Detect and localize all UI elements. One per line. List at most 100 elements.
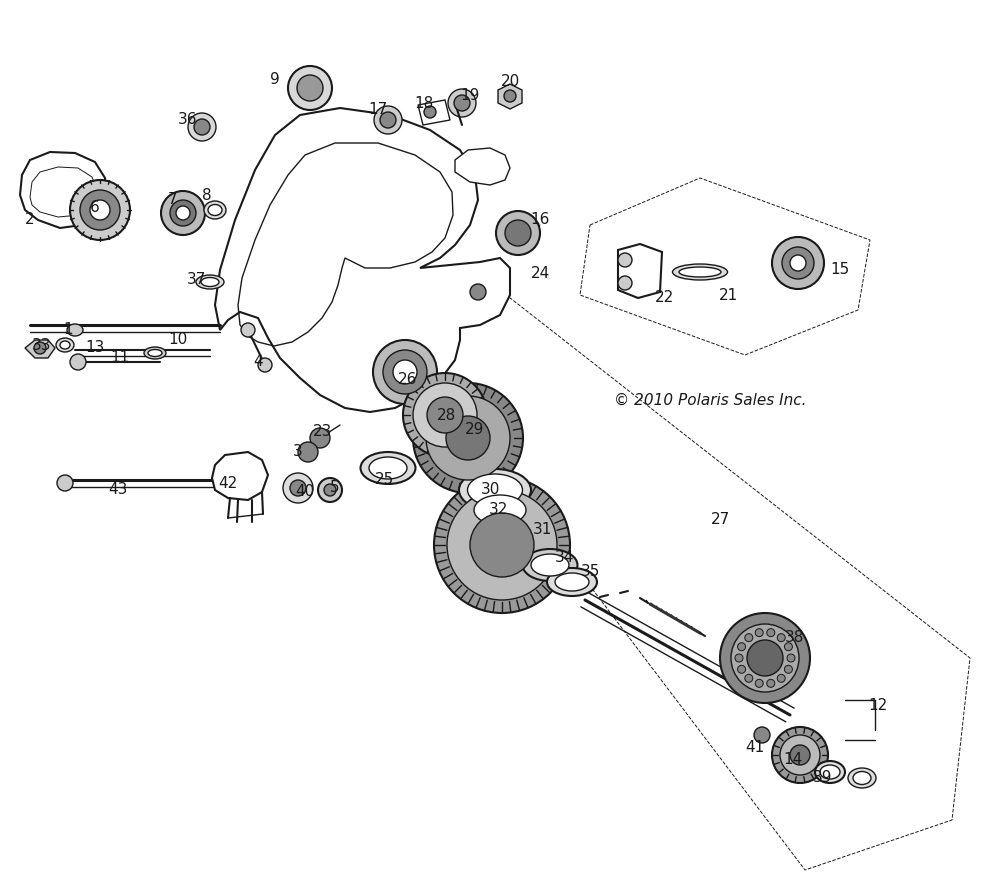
Text: 43: 43 bbox=[108, 483, 128, 498]
Circle shape bbox=[70, 180, 130, 240]
Circle shape bbox=[70, 354, 86, 370]
Text: 13: 13 bbox=[85, 340, 105, 355]
Ellipse shape bbox=[853, 772, 871, 784]
Circle shape bbox=[318, 478, 342, 502]
Circle shape bbox=[782, 247, 814, 279]
Circle shape bbox=[373, 340, 437, 404]
Text: 7: 7 bbox=[168, 193, 178, 208]
Text: 17: 17 bbox=[368, 103, 388, 118]
Polygon shape bbox=[215, 108, 510, 412]
Text: 37: 37 bbox=[186, 272, 206, 287]
Text: 31: 31 bbox=[533, 522, 553, 537]
Circle shape bbox=[772, 727, 828, 783]
Ellipse shape bbox=[204, 201, 226, 219]
Circle shape bbox=[298, 442, 318, 462]
Circle shape bbox=[784, 643, 792, 651]
Text: 22: 22 bbox=[655, 291, 675, 306]
Polygon shape bbox=[498, 84, 522, 109]
Circle shape bbox=[80, 190, 120, 230]
Circle shape bbox=[790, 745, 810, 765]
Circle shape bbox=[618, 253, 632, 267]
Circle shape bbox=[745, 674, 753, 682]
Circle shape bbox=[413, 383, 477, 447]
Text: 4: 4 bbox=[253, 354, 263, 370]
Polygon shape bbox=[212, 452, 268, 500]
Circle shape bbox=[434, 477, 570, 613]
Circle shape bbox=[310, 428, 330, 448]
Circle shape bbox=[393, 360, 417, 384]
Ellipse shape bbox=[148, 349, 162, 356]
Text: 20: 20 bbox=[500, 74, 520, 89]
Circle shape bbox=[241, 323, 255, 337]
Ellipse shape bbox=[466, 490, 534, 530]
Text: 28: 28 bbox=[437, 408, 457, 423]
Circle shape bbox=[496, 211, 540, 255]
Text: 12: 12 bbox=[868, 697, 888, 713]
Circle shape bbox=[288, 66, 332, 110]
Circle shape bbox=[194, 119, 210, 135]
Circle shape bbox=[735, 654, 743, 662]
Circle shape bbox=[747, 640, 783, 676]
Circle shape bbox=[618, 276, 632, 290]
Circle shape bbox=[427, 397, 463, 433]
Circle shape bbox=[258, 358, 272, 372]
Ellipse shape bbox=[60, 341, 70, 349]
Text: 42: 42 bbox=[218, 476, 238, 492]
Text: 32: 32 bbox=[488, 502, 508, 517]
Ellipse shape bbox=[67, 324, 83, 336]
Ellipse shape bbox=[201, 278, 219, 286]
Ellipse shape bbox=[144, 347, 166, 359]
Ellipse shape bbox=[522, 549, 578, 581]
Circle shape bbox=[297, 75, 323, 101]
Circle shape bbox=[504, 90, 516, 102]
Ellipse shape bbox=[196, 275, 224, 289]
Polygon shape bbox=[618, 244, 662, 298]
Circle shape bbox=[424, 106, 436, 118]
Text: 34: 34 bbox=[555, 551, 575, 566]
Circle shape bbox=[787, 654, 795, 662]
Ellipse shape bbox=[848, 768, 876, 788]
Text: 2: 2 bbox=[25, 212, 35, 227]
Text: 10: 10 bbox=[168, 332, 188, 347]
Text: 3: 3 bbox=[293, 445, 303, 460]
Text: 18: 18 bbox=[414, 95, 434, 110]
Circle shape bbox=[90, 200, 110, 220]
Ellipse shape bbox=[369, 457, 407, 479]
Circle shape bbox=[745, 634, 753, 642]
Text: 15: 15 bbox=[830, 263, 850, 278]
Ellipse shape bbox=[56, 338, 74, 352]
Text: 25: 25 bbox=[375, 473, 395, 487]
Circle shape bbox=[755, 679, 763, 688]
Circle shape bbox=[383, 350, 427, 394]
Circle shape bbox=[470, 513, 534, 577]
Text: 23: 23 bbox=[313, 424, 333, 439]
Circle shape bbox=[426, 396, 510, 480]
Text: 5: 5 bbox=[330, 481, 340, 496]
Circle shape bbox=[413, 383, 523, 493]
Text: 11: 11 bbox=[110, 350, 130, 365]
Circle shape bbox=[767, 679, 775, 688]
Text: 30: 30 bbox=[480, 483, 500, 498]
Ellipse shape bbox=[360, 452, 416, 484]
Text: 9: 9 bbox=[270, 72, 280, 88]
Circle shape bbox=[784, 666, 792, 674]
Circle shape bbox=[790, 255, 806, 271]
Ellipse shape bbox=[679, 267, 721, 277]
Circle shape bbox=[170, 200, 196, 226]
Polygon shape bbox=[20, 152, 107, 228]
Ellipse shape bbox=[468, 474, 522, 506]
Circle shape bbox=[754, 727, 770, 743]
Circle shape bbox=[738, 666, 746, 674]
Circle shape bbox=[290, 480, 306, 496]
Text: 38: 38 bbox=[785, 630, 805, 645]
Circle shape bbox=[380, 112, 396, 128]
Ellipse shape bbox=[474, 495, 526, 525]
Text: 33: 33 bbox=[32, 338, 52, 353]
Text: 14: 14 bbox=[783, 752, 803, 767]
Circle shape bbox=[767, 629, 775, 636]
Circle shape bbox=[176, 206, 190, 220]
Text: 1: 1 bbox=[63, 323, 73, 338]
Circle shape bbox=[755, 629, 763, 636]
Text: 6: 6 bbox=[90, 200, 100, 215]
Polygon shape bbox=[25, 340, 55, 358]
